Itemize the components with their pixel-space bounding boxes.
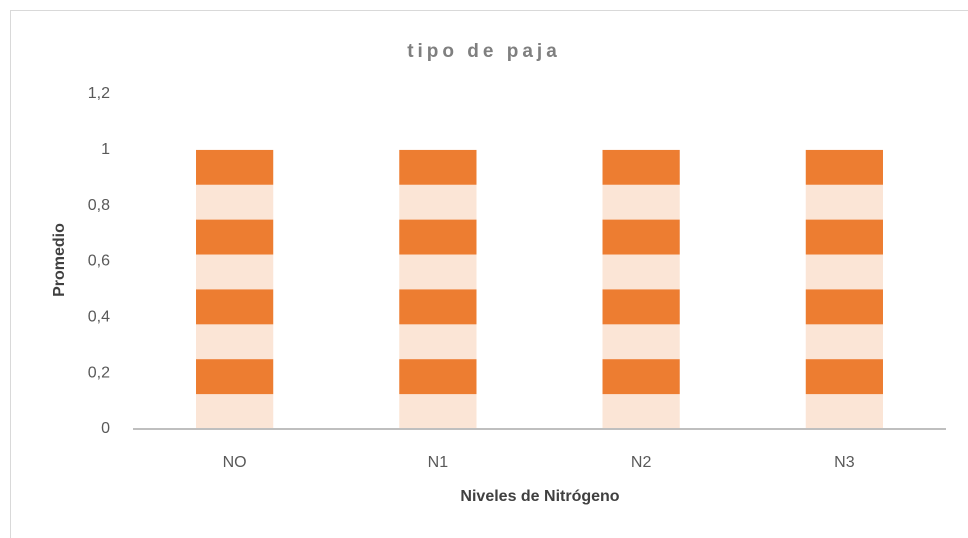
bar bbox=[399, 149, 477, 430]
chart-title: tipo de paja bbox=[407, 41, 561, 62]
y-tick-label: 1,2 bbox=[88, 85, 110, 102]
bar bbox=[805, 149, 883, 430]
y-tick-label: 0,2 bbox=[88, 364, 110, 381]
y-tick-label: 0,6 bbox=[88, 253, 110, 270]
x-tick-label: N2 bbox=[631, 454, 652, 471]
x-tick-label: N3 bbox=[834, 454, 855, 471]
bar bbox=[196, 149, 274, 430]
y-tick-label: 1 bbox=[101, 141, 110, 158]
x-tick-label: N1 bbox=[428, 454, 449, 471]
x-axis-title: Niveles de Nitrógeno bbox=[460, 488, 619, 505]
y-axis-title: Promedio bbox=[51, 223, 68, 297]
y-tick-label: 0 bbox=[101, 420, 110, 437]
x-tick-label: NO bbox=[223, 454, 247, 471]
y-tick-label: 0,8 bbox=[88, 197, 110, 214]
bar bbox=[602, 149, 680, 430]
y-tick-label: 0,4 bbox=[88, 309, 110, 326]
